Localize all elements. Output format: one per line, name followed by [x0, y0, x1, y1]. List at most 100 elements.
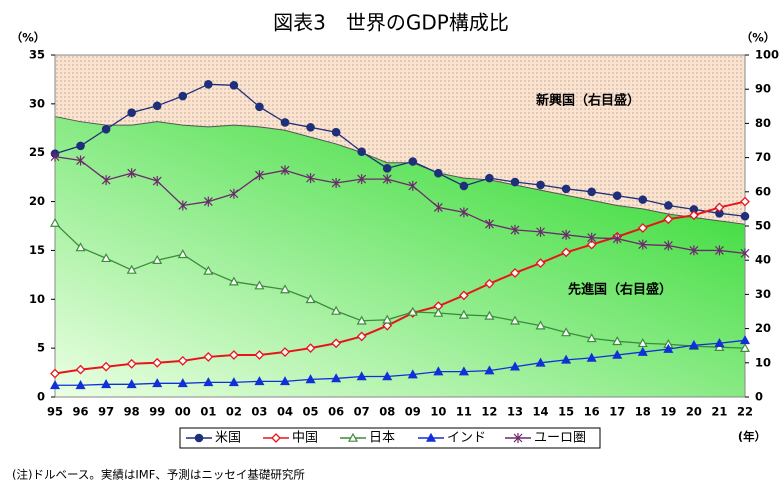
- point: [509, 315, 521, 325]
- point: [101, 379, 112, 389]
- point: [204, 80, 213, 89]
- point: [306, 173, 315, 184]
- point: [152, 254, 163, 264]
- point: [740, 211, 750, 221]
- point: [484, 365, 495, 375]
- point: [561, 327, 572, 337]
- legend-label: ユーロ圏: [534, 431, 586, 446]
- point: [433, 307, 444, 317]
- point: [279, 284, 291, 294]
- point: [484, 278, 495, 289]
- legend-label: インド: [447, 431, 486, 446]
- point: [485, 173, 494, 183]
- point: [177, 378, 188, 388]
- legend-box: [179, 427, 601, 449]
- point: [612, 336, 623, 346]
- legend-label: 米国: [215, 431, 241, 446]
- y-axis-label: （%）: [11, 31, 46, 45]
- point: [535, 258, 546, 269]
- point: [586, 352, 597, 362]
- legend-label: 中国: [292, 431, 318, 446]
- point: [255, 102, 264, 112]
- point: [510, 177, 520, 187]
- point: [536, 180, 545, 190]
- point: [561, 247, 572, 258]
- point: [407, 369, 418, 379]
- point: [331, 127, 341, 137]
- y2-tick-label: 30: [755, 287, 771, 301]
- legend-marker: [194, 433, 204, 443]
- y2-axis-label: （%）: [741, 31, 776, 45]
- annotation: 新興国（右目盛）: [536, 93, 640, 109]
- x-tick-label: 95: [47, 405, 63, 419]
- point: [434, 168, 443, 178]
- point: [586, 239, 597, 250]
- y-tick-label: 20: [29, 194, 45, 208]
- y-tick-label: 5: [37, 341, 45, 355]
- point: [510, 224, 520, 235]
- point: [101, 253, 112, 263]
- point: [254, 350, 265, 360]
- point: [357, 147, 366, 157]
- point: [254, 376, 265, 386]
- point: [76, 141, 85, 151]
- y2-tick-label: 0: [755, 390, 763, 404]
- point: [101, 124, 111, 134]
- x-tick-label: 22: [737, 405, 753, 419]
- point: [357, 174, 367, 185]
- y-tick-label: 30: [29, 96, 45, 110]
- point: [152, 378, 163, 388]
- point: [408, 157, 418, 166]
- y-tick-label: 25: [29, 145, 45, 159]
- point: [663, 343, 674, 353]
- x-tick-label: 05: [303, 405, 319, 419]
- y-tick-label: 0: [37, 390, 45, 404]
- point: [433, 366, 444, 376]
- point: [535, 357, 546, 367]
- point: [714, 338, 725, 348]
- point: [382, 371, 393, 381]
- point: [407, 306, 418, 316]
- x-tick-label: 14: [533, 405, 549, 419]
- point: [561, 354, 572, 364]
- y2-tick-label: 10: [755, 355, 771, 369]
- legend-label: 日本: [369, 431, 395, 446]
- x-tick-label: 16: [584, 405, 600, 419]
- point: [663, 240, 673, 251]
- point: [587, 187, 596, 197]
- point: [228, 350, 239, 360]
- point: [561, 229, 571, 240]
- point: [509, 361, 521, 371]
- point: [688, 339, 699, 350]
- legend-marker: [347, 432, 359, 442]
- x-tick-label: 18: [635, 405, 651, 419]
- point: [356, 331, 367, 342]
- point: [229, 188, 239, 199]
- point: [152, 176, 162, 187]
- point: [637, 338, 648, 348]
- point: [305, 343, 316, 354]
- point: [255, 170, 264, 181]
- point: [382, 164, 392, 173]
- point: [101, 175, 111, 186]
- point: [75, 242, 86, 252]
- point: [229, 80, 239, 90]
- point: [228, 377, 239, 387]
- point: [458, 290, 469, 301]
- point: [75, 364, 86, 375]
- note: (注)ドルベース。実績はIMF、予測はニッセイ基礎研究所: [12, 468, 305, 482]
- point: [50, 368, 60, 379]
- x-tick-label: 17: [609, 405, 625, 419]
- x-tick-label: 21: [711, 405, 727, 419]
- point: [612, 191, 622, 201]
- point: [740, 248, 750, 259]
- x-tick-label: 97: [98, 405, 114, 419]
- series-line: [54, 155, 746, 255]
- point: [331, 178, 341, 189]
- x-tick-label: 06: [328, 405, 344, 419]
- y-tick-label: 10: [29, 292, 45, 306]
- point: [408, 180, 418, 191]
- legend-marker: [513, 433, 523, 443]
- legend-marker: [425, 432, 437, 442]
- point: [586, 333, 597, 343]
